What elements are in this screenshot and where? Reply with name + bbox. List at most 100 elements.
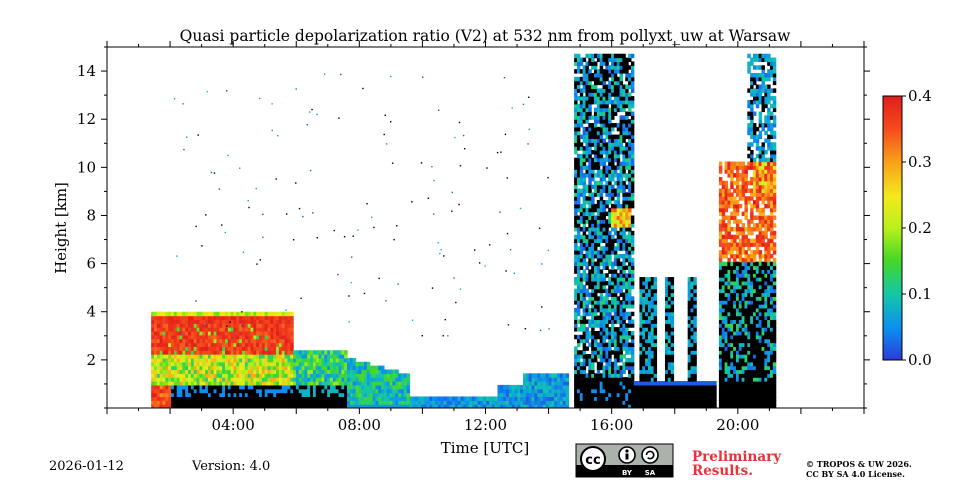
heatmap-cell <box>585 126 589 132</box>
heatmap-cell <box>576 192 581 197</box>
heatmap-cell <box>628 72 632 78</box>
heatmap-cell <box>744 350 748 355</box>
heatmap-cell <box>276 350 280 355</box>
heatmap-cell <box>182 404 186 408</box>
heatmap-cell <box>738 350 743 355</box>
heatmap-cell <box>599 161 604 167</box>
heatmap-cell <box>670 354 675 359</box>
heatmap-cell <box>588 223 592 228</box>
heatmap-cell <box>625 65 629 70</box>
heatmap-cell <box>210 369 215 374</box>
heatmap-cell <box>151 369 155 374</box>
heatmap-cell <box>219 315 223 321</box>
heatmap-cell <box>616 153 621 159</box>
heatmap-cell <box>176 381 181 386</box>
heatmap-cell <box>185 388 189 394</box>
heatmap-cell <box>605 61 609 66</box>
heatmap-cell <box>199 327 203 332</box>
heatmap-cell <box>724 246 729 251</box>
heatmap-cell <box>747 296 751 301</box>
heatmap-cell <box>602 246 606 251</box>
heatmap-cell <box>744 296 748 301</box>
heatmap-cell <box>276 365 280 371</box>
heatmap-cell <box>613 284 618 290</box>
heatmap-cell <box>613 53 618 59</box>
heatmap-cell <box>710 381 714 386</box>
heatmap-cell <box>585 242 589 247</box>
heatmap-cell <box>585 227 589 232</box>
heatmap-cell <box>188 392 192 398</box>
heatmap-cell <box>594 392 598 398</box>
heatmap-cell <box>230 361 235 367</box>
heatmap-cell <box>392 388 396 394</box>
heatmap-cell <box>233 381 237 386</box>
heatmap-cell <box>576 142 581 147</box>
heatmap-cell <box>738 369 743 374</box>
heatmap-cell <box>741 277 746 282</box>
heatmap-cell <box>639 280 643 286</box>
heatmap-cell <box>622 273 626 278</box>
heatmap-cell <box>594 377 598 382</box>
heatmap-cell <box>730 215 734 220</box>
heatmap-cell <box>730 388 734 394</box>
heatmap-cell <box>338 404 342 408</box>
heatmap-cell <box>579 396 584 401</box>
heatmap-cell <box>616 338 621 344</box>
heatmap-cell <box>599 304 604 309</box>
heatmap-cell <box>630 334 635 340</box>
heatmap-cell <box>662 384 666 390</box>
heatmap-cell <box>744 265 748 270</box>
heatmap-cell <box>639 315 643 321</box>
heatmap-cell <box>628 188 632 193</box>
heatmap-cell <box>349 388 354 394</box>
heatmap-cell <box>619 381 623 386</box>
heatmap-cell <box>747 261 751 267</box>
heatmap-cell <box>639 311 643 317</box>
heatmap-cell <box>625 342 629 347</box>
heatmap-cell <box>596 180 601 186</box>
heatmap-cell <box>190 381 195 386</box>
heatmap-cell <box>239 377 243 382</box>
heatmap-cell <box>554 381 558 386</box>
heatmap-cell <box>202 334 206 340</box>
heatmap-cell <box>591 377 595 382</box>
heatmap-cell <box>696 384 700 390</box>
heatmap-cell <box>219 384 223 390</box>
heatmap-cell <box>171 392 175 398</box>
heatmap-cell <box>622 246 626 251</box>
heatmap-cell <box>690 315 694 321</box>
heatmap-cell <box>733 327 737 332</box>
heatmap-cell <box>582 161 587 167</box>
heatmap-cell <box>741 246 746 251</box>
heatmap-cell <box>210 381 215 386</box>
heatmap-cell <box>622 207 626 213</box>
heatmap-cell <box>315 373 320 378</box>
heatmap-cell <box>588 388 592 394</box>
heatmap-cell <box>576 334 581 340</box>
heatmap-cell <box>608 107 612 113</box>
heatmap-cell <box>599 130 604 136</box>
heatmap-cell <box>576 223 581 228</box>
heatmap-cell <box>619 223 623 228</box>
heatmap-cell <box>596 227 601 232</box>
heatmap-cell <box>463 400 467 405</box>
heatmap-cell <box>750 188 754 193</box>
heatmap-cell <box>724 188 729 193</box>
heatmap-cell <box>735 361 740 367</box>
heatmap-cell <box>256 350 260 355</box>
heatmap-cell <box>295 354 300 359</box>
heatmap-cell <box>284 377 289 382</box>
heatmap-cell <box>693 330 697 336</box>
heatmap-cell <box>619 96 623 101</box>
heatmap-cell <box>403 388 408 394</box>
heatmap-cell <box>594 223 598 228</box>
heatmap-cell <box>727 288 731 294</box>
heatmap-cell <box>579 400 584 405</box>
heatmap-cell <box>542 384 547 390</box>
heatmap-cell <box>242 384 246 390</box>
heatmap-cell <box>199 350 203 355</box>
heatmap-cell <box>315 381 320 386</box>
heatmap-cell <box>154 346 158 351</box>
heatmap-cell <box>599 280 604 286</box>
heatmap-cell <box>747 196 751 201</box>
